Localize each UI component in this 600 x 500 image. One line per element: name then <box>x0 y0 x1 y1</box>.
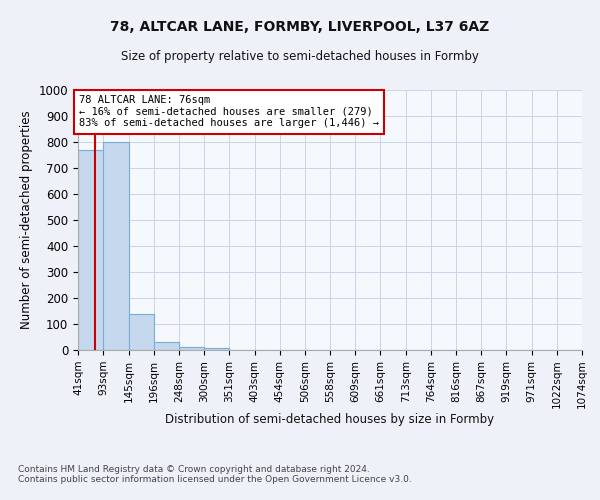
Bar <box>179 347 205 350</box>
Text: Size of property relative to semi-detached houses in Formby: Size of property relative to semi-detach… <box>121 50 479 63</box>
Bar <box>154 342 179 350</box>
Bar <box>103 142 129 350</box>
Bar <box>205 348 229 350</box>
Text: Contains HM Land Registry data © Crown copyright and database right 2024.
Contai: Contains HM Land Registry data © Crown c… <box>18 465 412 484</box>
Text: Distribution of semi-detached houses by size in Formby: Distribution of semi-detached houses by … <box>166 412 494 426</box>
Bar <box>78 150 103 350</box>
Bar <box>129 314 154 350</box>
Text: 78, ALTCAR LANE, FORMBY, LIVERPOOL, L37 6AZ: 78, ALTCAR LANE, FORMBY, LIVERPOOL, L37 … <box>110 20 490 34</box>
Y-axis label: Number of semi-detached properties: Number of semi-detached properties <box>20 110 33 330</box>
Text: 78 ALTCAR LANE: 76sqm
← 16% of semi-detached houses are smaller (279)
83% of sem: 78 ALTCAR LANE: 76sqm ← 16% of semi-deta… <box>79 95 379 128</box>
